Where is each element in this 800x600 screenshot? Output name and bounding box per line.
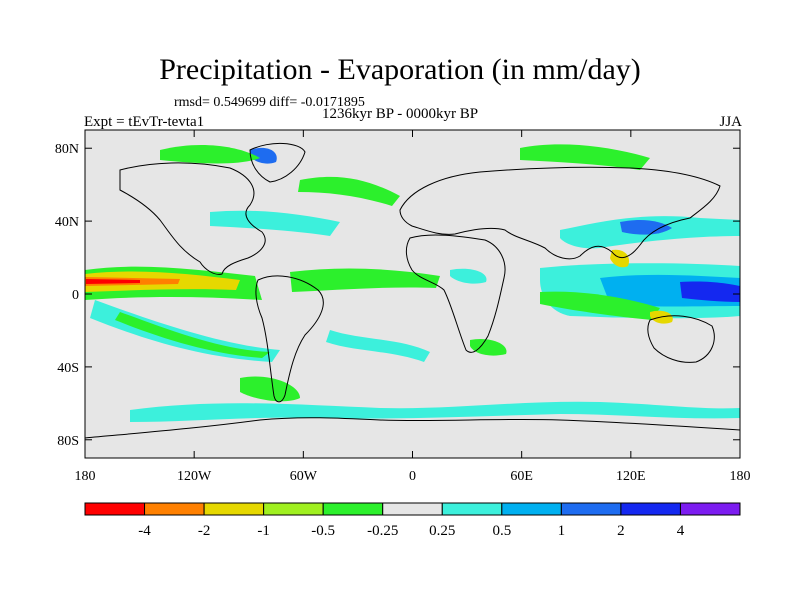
- experiment-text: Expt = tEvTr-tevta1: [84, 114, 205, 130]
- lat-tick-label: 80N: [55, 142, 79, 157]
- lon-tick-label: 120W: [177, 469, 212, 484]
- colorbar-label: -2: [198, 523, 211, 539]
- colorbar-label: 4: [677, 523, 685, 539]
- lon-tick-label: 0: [409, 469, 416, 484]
- colorbar-swatch: [560, 502, 622, 516]
- colorbar-label: 0.25: [429, 523, 455, 539]
- colorbar-label: 2: [617, 523, 625, 539]
- colorbar-label: -0.25: [367, 523, 398, 539]
- colorbar-swatch: [441, 502, 503, 516]
- lon-tick-label: 180: [75, 469, 96, 484]
- stats-text: rmsd= 0.549699 diff= -0.0171895: [174, 95, 365, 110]
- lon-tick-label: 120E: [616, 469, 646, 484]
- colorbar-label: -0.5: [311, 523, 335, 539]
- india-yellow: [610, 249, 630, 268]
- lon-tick-label: 180: [730, 469, 751, 484]
- field-layer: [85, 144, 740, 422]
- south-pacific-band: [90, 300, 280, 362]
- north-atlantic-green: [298, 176, 400, 206]
- greenland-blue: [250, 147, 277, 164]
- lon-tick-label: 60W: [290, 469, 318, 484]
- arctic-green: [160, 144, 260, 164]
- africa-patch: [450, 268, 487, 284]
- coast-north-america: [119, 162, 266, 275]
- lat-tick-label: 80S: [57, 434, 79, 449]
- coast-antarctica: [85, 417, 740, 439]
- southern-storm-track: [130, 401, 740, 422]
- south-atlantic-band: [326, 330, 430, 362]
- east-asia-blue: [620, 220, 672, 235]
- season-text: JJA: [719, 114, 742, 130]
- colorbar-swatch: [263, 502, 324, 516]
- colorbar-label: -1: [257, 523, 270, 539]
- north-atlantic-band: [210, 210, 340, 236]
- south-africa-patch: [470, 338, 507, 356]
- colorbar-swatch: [203, 502, 265, 516]
- chart-title: Precipitation - Evaporation (in mm/day): [159, 53, 641, 86]
- lat-tick-label: 40N: [55, 215, 79, 230]
- south-pacific-band-green: [115, 312, 270, 358]
- colorbar-swatch: [322, 502, 384, 516]
- atlantic-itcz: [290, 268, 440, 292]
- coast-eurasia: [399, 166, 721, 260]
- itcz-core-red: [86, 279, 140, 284]
- siberia-green: [520, 144, 650, 170]
- colorbar-label: 1: [558, 523, 566, 539]
- coast-greenland: [249, 143, 306, 183]
- lat-tick-label: 40S: [57, 361, 79, 376]
- lon-tick-label: 60E: [510, 469, 533, 484]
- indian-ocean-green: [540, 291, 660, 320]
- colorbar-swatch: [501, 502, 562, 516]
- colorbar-swatch: [144, 502, 205, 516]
- latitude-axis: 80N 40N 0 40S 80S: [55, 142, 740, 449]
- period-text: 1236kyr BP - 0000kyr BP: [322, 106, 479, 122]
- coastlines: [85, 143, 740, 439]
- lat-tick-label: 0: [72, 288, 79, 303]
- colorbar-label: 0.5: [492, 523, 511, 539]
- coast-africa: [405, 234, 506, 353]
- longitude-axis: 180 120W 60W 0 60E 120E 180: [75, 130, 751, 484]
- colorbar: -4 -2 -1 -0.5 -0.25 0.25 0.5 1 2 4: [84, 502, 741, 539]
- coast-australia: [647, 315, 715, 363]
- coast-south-america: [255, 275, 324, 403]
- colorbar-label: -4: [138, 523, 151, 539]
- colorbar-swatch: [382, 502, 443, 516]
- colorbar-swatch: [679, 502, 741, 516]
- colorbar-swatch: [620, 502, 681, 516]
- colorbar-swatch: [84, 502, 146, 516]
- west-pacific-indigo: [680, 281, 740, 302]
